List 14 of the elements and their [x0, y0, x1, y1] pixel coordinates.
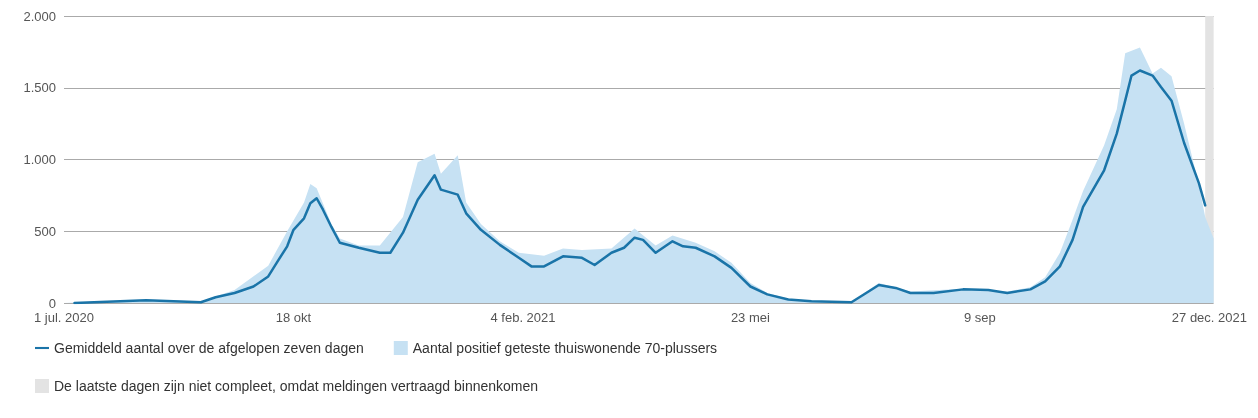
y-tick-label: 2.000 [23, 8, 56, 24]
y-tick-label: 0 [48, 295, 56, 311]
x-tick-label: 18 okt [275, 310, 312, 325]
x-tick-label: 4 feb. 2021 [490, 310, 556, 325]
y-tick-label: 500 [34, 223, 56, 239]
x-tick-label: 23 mei [730, 310, 771, 325]
y-tick-label: 1.500 [23, 80, 56, 96]
y-tick-label: 1.000 [23, 152, 56, 167]
x-tick-label: 1 jul. 2020 [34, 310, 94, 325]
x-tick-label: 9 sep [964, 310, 996, 325]
legend-label: Aantal positief geteste thuiswonende 70-plussers [412, 340, 718, 356]
x-tick-label: 27 dec. 2021 [1171, 310, 1248, 325]
legend-label: Gemiddeld aantal over de afgelopen zeven dagen [54, 340, 364, 356]
legend-label: De laatste dagen zijn niet compleet, omdat meldingen vertraagd binnenkomen [54, 378, 539, 394]
